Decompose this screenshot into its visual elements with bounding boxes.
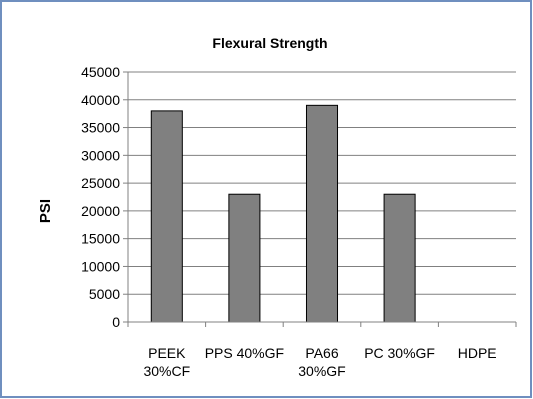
y-tick-label: 35000 [81, 120, 120, 136]
bar [383, 193, 416, 323]
x-tick-label: PA66 [305, 345, 338, 361]
x-tick-label: PC 30%GF [364, 345, 435, 361]
bar [150, 110, 183, 323]
x-tick-label: 30%GF [298, 363, 345, 379]
bar [305, 104, 339, 323]
x-tick-labels: PEEK 30%CF PPS 40%GF PA66 30%GF PC 30%GF HDPE [143, 345, 496, 379]
x-tick-label: 30%CF [143, 363, 190, 379]
y-tick-label: 25000 [81, 175, 120, 191]
y-tick-labels: 0 5000 10000 15000 20000 25000 30000 35000 40000… [81, 64, 120, 330]
x-tick-label: PEEK [148, 345, 186, 361]
y-tick-label: 45000 [81, 64, 120, 80]
x-tick-label: HDPE [458, 345, 497, 361]
y-tick-label: 15000 [81, 231, 120, 247]
y-tick-label: 40000 [81, 92, 120, 108]
x-tick-label: PPS 40%GF [205, 345, 284, 361]
axes [123, 71, 517, 327]
y-tick-label: 10000 [81, 258, 120, 274]
y-axis-label: PSI [37, 199, 54, 223]
y-tick-label: 20000 [81, 203, 120, 219]
bar [228, 193, 261, 323]
y-tick-label: 30000 [81, 147, 120, 163]
bars [150, 104, 416, 323]
chart-title: Flexural Strength [212, 35, 327, 51]
y-tick-label: 0 [112, 314, 120, 330]
y-tick-label: 5000 [89, 286, 120, 302]
